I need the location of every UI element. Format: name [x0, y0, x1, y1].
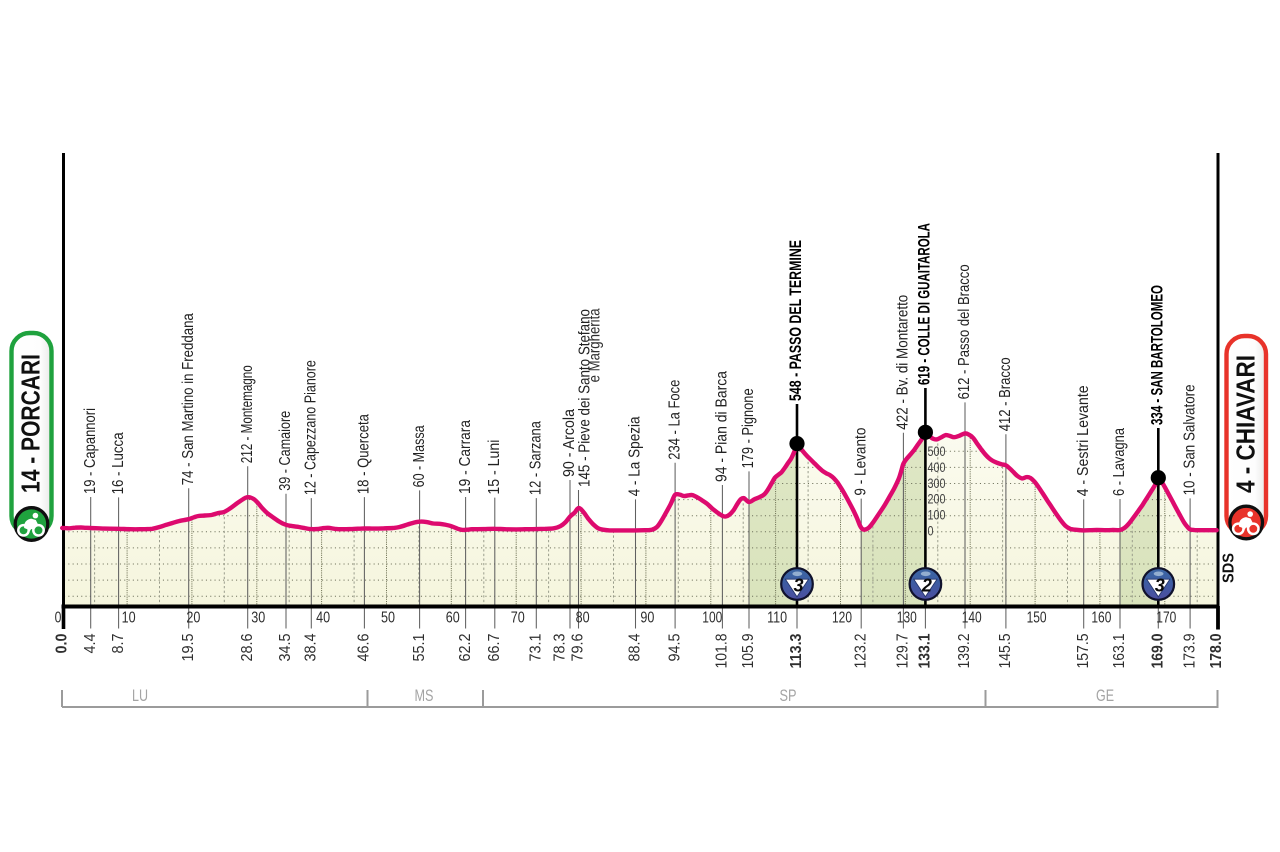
- svg-text:178.0: 178.0: [1208, 634, 1225, 669]
- svg-text:74 - San Martino in Freddana: 74 - San Martino in Freddana: [180, 313, 197, 485]
- svg-text:9 - Levanto: 9 - Levanto: [852, 428, 869, 496]
- svg-text:412 - Bracco: 412 - Bracco: [997, 357, 1014, 431]
- svg-text:28.6: 28.6: [239, 634, 256, 662]
- svg-text:548 - PASSO DEL TERMINE: 548 - PASSO DEL TERMINE: [786, 240, 805, 401]
- svg-text:90 - Arcola: 90 - Arcola: [561, 409, 578, 477]
- svg-text:113.3: 113.3: [788, 633, 805, 668]
- svg-text:100: 100: [702, 610, 722, 627]
- svg-text:101.8: 101.8: [714, 634, 731, 669]
- svg-text:e Margherita: e Margherita: [587, 308, 604, 382]
- svg-text:133.1: 133.1: [917, 633, 934, 668]
- svg-text:34.5: 34.5: [277, 634, 294, 662]
- svg-text:100: 100: [928, 508, 946, 523]
- svg-text:145.5: 145.5: [997, 634, 1014, 669]
- svg-text:500: 500: [928, 444, 946, 459]
- svg-text:160: 160: [1091, 610, 1111, 627]
- svg-text:12 - Capezzano Pianore: 12 - Capezzano Pianore: [302, 360, 319, 495]
- svg-text:60 - Massa: 60 - Massa: [411, 425, 428, 487]
- svg-text:120: 120: [832, 610, 852, 627]
- svg-text:18 - Querceta: 18 - Querceta: [356, 414, 373, 494]
- svg-text:10: 10: [122, 610, 136, 627]
- svg-text:62.2: 62.2: [457, 634, 474, 662]
- svg-text:163.1: 163.1: [1111, 634, 1128, 669]
- svg-text:0.0: 0.0: [53, 634, 70, 654]
- svg-text:3: 3: [793, 575, 803, 595]
- svg-text:150: 150: [1027, 610, 1047, 627]
- svg-text:2: 2: [921, 575, 932, 595]
- svg-text:12 - Sarzana: 12 - Sarzana: [528, 421, 545, 495]
- svg-text:GE: GE: [1096, 687, 1114, 705]
- svg-text:15 - Luni: 15 - Luni: [486, 440, 503, 495]
- svg-text:LU: LU: [132, 687, 148, 705]
- svg-text:73.1: 73.1: [528, 634, 545, 662]
- svg-text:78.3: 78.3: [552, 634, 569, 662]
- svg-text:6 - Lavagna: 6 - Lavagna: [1111, 428, 1128, 496]
- svg-text:10 - San Salvatore: 10 - San Salvatore: [1181, 384, 1198, 495]
- svg-text:619 - COLLE DI GUAITAROLA: 619 - COLLE DI GUAITAROLA: [915, 223, 934, 385]
- svg-text:46.6: 46.6: [356, 634, 373, 662]
- svg-text:400: 400: [928, 460, 946, 475]
- svg-text:130: 130: [897, 610, 917, 627]
- svg-text:170: 170: [1156, 610, 1176, 627]
- svg-text:3: 3: [1155, 575, 1165, 595]
- svg-text:139.2: 139.2: [956, 634, 973, 669]
- svg-text:MS: MS: [415, 687, 434, 705]
- svg-text:110: 110: [767, 610, 787, 627]
- svg-text:123.2: 123.2: [852, 634, 869, 669]
- svg-text:0: 0: [928, 524, 934, 539]
- svg-text:30: 30: [251, 610, 265, 627]
- svg-text:19 - Carrara: 19 - Carrara: [457, 420, 474, 494]
- svg-text:14 - PORCARI: 14 - PORCARI: [18, 354, 46, 493]
- svg-text:157.5: 157.5: [1075, 634, 1092, 669]
- svg-text:0: 0: [55, 610, 62, 627]
- svg-text:179 - Pignone: 179 - Pignone: [740, 388, 757, 468]
- svg-text:94 - Pian di Barca: 94 - Pian di Barca: [714, 371, 731, 482]
- svg-text:19 - Capannori: 19 - Capannori: [82, 408, 99, 494]
- svg-text:60: 60: [446, 610, 460, 627]
- svg-text:212 - Montemagno: 212 - Montemagno: [239, 365, 256, 463]
- svg-text:200: 200: [928, 492, 946, 507]
- svg-text:173.9: 173.9: [1181, 634, 1198, 669]
- svg-text:334 - SAN BARTOLOMEO: 334 - SAN BARTOLOMEO: [1148, 285, 1167, 425]
- svg-text:38.4: 38.4: [303, 633, 320, 661]
- svg-text:4.4: 4.4: [82, 633, 99, 653]
- svg-text:105.9: 105.9: [740, 634, 757, 669]
- svg-text:90: 90: [640, 610, 654, 627]
- svg-text:80: 80: [576, 610, 590, 627]
- svg-text:612 - Passo del Bracco: 612 - Passo del Bracco: [956, 264, 973, 399]
- svg-text:4 - Sestri Levante: 4 - Sestri Levante: [1075, 385, 1092, 496]
- svg-text:129.7: 129.7: [895, 634, 912, 669]
- svg-text:50: 50: [381, 610, 395, 627]
- svg-text:234 - La Foce: 234 - La Foce: [666, 380, 683, 460]
- svg-text:8.7: 8.7: [110, 634, 127, 654]
- svg-text:300: 300: [928, 476, 946, 491]
- svg-text:94.5: 94.5: [666, 634, 683, 662]
- svg-text:20: 20: [186, 610, 200, 627]
- svg-text:145 - Pieve dei Santo Stefano: 145 - Pieve dei Santo Stefano: [577, 309, 594, 487]
- svg-text:19.5: 19.5: [180, 634, 197, 662]
- svg-text:4 - CHIAVARI: 4 - CHIAVARI: [1232, 355, 1260, 493]
- svg-text:16 - Lucca: 16 - Lucca: [110, 432, 127, 494]
- svg-text:169.0: 169.0: [1150, 634, 1167, 669]
- svg-text:39 - Camaiore: 39 - Camaiore: [277, 411, 294, 491]
- svg-text:88.4: 88.4: [627, 633, 644, 661]
- svg-text:422 - Bv. di Montaretto: 422 - Bv. di Montaretto: [895, 295, 912, 430]
- svg-text:140: 140: [962, 610, 982, 627]
- svg-text:SP: SP: [780, 687, 797, 705]
- svg-text:79.6: 79.6: [570, 634, 587, 662]
- svg-text:SDS: SDS: [1221, 553, 1238, 583]
- svg-text:4 - La Spezia: 4 - La Spezia: [627, 416, 644, 496]
- svg-text:66.7: 66.7: [486, 634, 503, 662]
- svg-text:40: 40: [316, 610, 330, 627]
- svg-text:55.1: 55.1: [411, 634, 428, 662]
- svg-text:70: 70: [511, 610, 525, 627]
